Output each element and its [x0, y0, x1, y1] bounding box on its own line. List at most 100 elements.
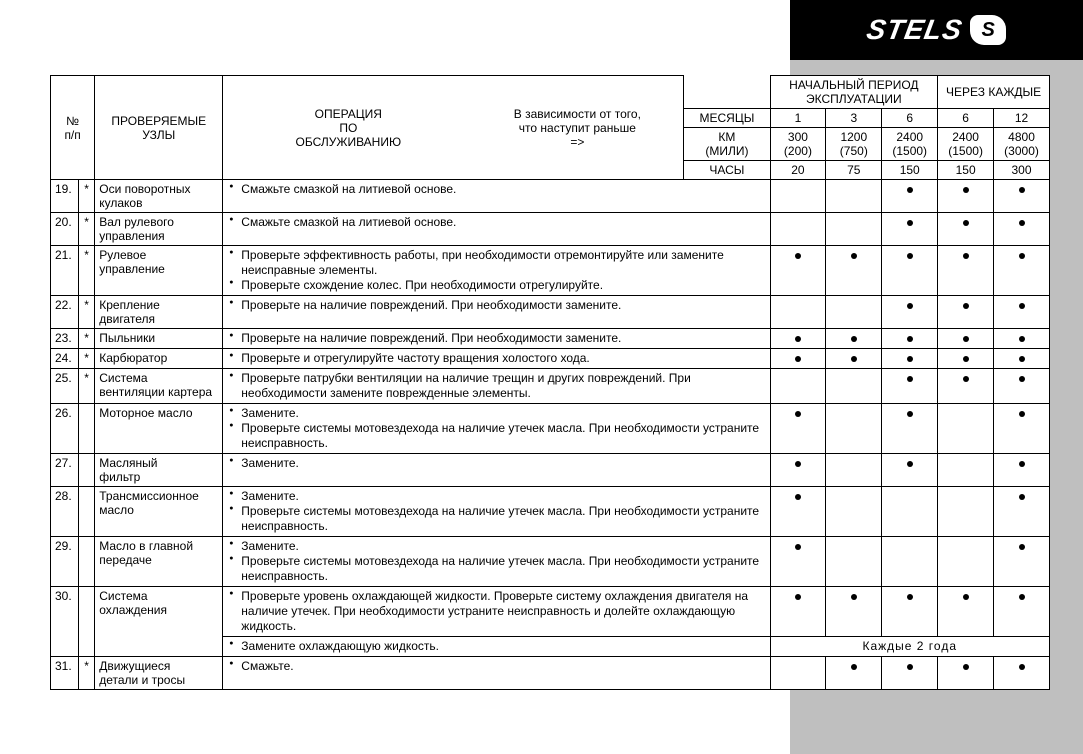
interval-mark	[882, 296, 938, 329]
dot-icon	[963, 664, 969, 670]
row-node: Оси поворотных кулаков	[95, 180, 223, 213]
row-ops: Проверьте на наличие повреждений. При не…	[227, 331, 765, 346]
interval-mark	[994, 587, 1050, 637]
interval-mark	[882, 454, 938, 487]
table-row: 24.*КарбюраторПроверьте и отрегулируйте …	[51, 349, 1050, 369]
dot-icon	[907, 187, 913, 193]
dot-icon	[963, 594, 969, 600]
hdr-km3: 2400 (1500)	[882, 128, 938, 161]
dot-icon	[1019, 494, 1025, 500]
hdr-m3: 3	[826, 109, 882, 128]
hdr-km1: 300 (200)	[770, 128, 826, 161]
row-ops: Замените.Проверьте системы мотовездехода…	[227, 539, 765, 584]
row-num: 26.	[51, 404, 79, 454]
op-item: Проверьте системы мотовездехода на налич…	[227, 554, 765, 584]
row-ops-cell: Смажьте смазкой на литиевой основе.	[223, 213, 770, 246]
interval-mark	[882, 587, 938, 637]
interval-mark	[938, 296, 994, 329]
row-ops: Замените.	[227, 456, 765, 471]
table-row: 25.*Система вентиляции картераПроверьте …	[51, 369, 1050, 404]
row-num: 22.	[51, 296, 79, 329]
interval-mark	[770, 587, 826, 637]
page: STELS S № п/п ПРОВЕРЯЕМЫЕ УЗЛЫ ОПЕРАЦИЯ …	[0, 0, 1083, 754]
row-star	[78, 587, 94, 657]
interval-mark	[770, 369, 826, 404]
hdr-nodes: ПРОВЕРЯЕМЫЕ УЗЛЫ	[95, 76, 223, 180]
row-num: 31.	[51, 657, 79, 690]
table-row: 31.*Движущиеся детали и тросыСмажьте.	[51, 657, 1050, 690]
row-ops-cell: Проверьте на наличие повреждений. При не…	[223, 329, 770, 349]
hdr-h1: 20	[770, 161, 826, 180]
interval-mark	[882, 657, 938, 690]
interval-mark	[994, 213, 1050, 246]
row-node: Система вентиляции картера	[95, 369, 223, 404]
interval-mark	[826, 657, 882, 690]
hdr-km2: 1200 (750)	[826, 128, 882, 161]
hdr-hours-label: ЧАСЫ	[684, 161, 770, 180]
row-star: *	[78, 329, 94, 349]
hdr-every: ЧЕРЕЗ КАЖДЫЕ	[938, 76, 1050, 109]
op-item: Проверьте на наличие повреждений. При не…	[227, 331, 765, 346]
dot-icon	[795, 336, 801, 342]
interval-mark	[938, 180, 994, 213]
dot-icon	[963, 356, 969, 362]
interval-mark	[826, 213, 882, 246]
row-node: Крепление двигателя	[95, 296, 223, 329]
interval-mark	[826, 246, 882, 296]
row-star	[78, 487, 94, 537]
row-node: Система охлаждения	[95, 587, 223, 657]
interval-mark	[994, 349, 1050, 369]
interval-mark	[938, 454, 994, 487]
interval-mark	[938, 404, 994, 454]
interval-mark	[994, 487, 1050, 537]
dot-icon	[1019, 544, 1025, 550]
hdr-months-label: МЕСЯЦЫ	[684, 109, 770, 128]
op-item: Проверьте уровень охлаждающей жидкости. …	[227, 589, 765, 634]
row-ops-cell: Замените.	[223, 454, 770, 487]
maintenance-table-wrap: № п/п ПРОВЕРЯЕМЫЕ УЗЛЫ ОПЕРАЦИЯ ПО ОБСЛУ…	[50, 75, 1050, 690]
dot-icon	[907, 594, 913, 600]
row-node: Моторное масло	[95, 404, 223, 454]
row-ops-cell: Смажьте смазкой на литиевой основе.	[223, 180, 770, 213]
table-row: 19.*Оси поворотных кулаковСмажьте смазко…	[51, 180, 1050, 213]
dot-icon	[795, 253, 801, 259]
interval-mark	[770, 329, 826, 349]
dot-icon	[907, 461, 913, 467]
row-ops-cell: Проверьте уровень охлаждающей жидкости. …	[223, 587, 770, 637]
dot-icon	[795, 356, 801, 362]
row-node: Движущиеся детали и тросы	[95, 657, 223, 690]
row-star: *	[78, 180, 94, 213]
interval-mark	[882, 329, 938, 349]
interval-mark	[882, 369, 938, 404]
dot-icon	[1019, 253, 1025, 259]
interval-mark	[994, 329, 1050, 349]
op-item: Проверьте системы мотовездехода на налич…	[227, 504, 765, 534]
table-row: 26. Моторное маслоЗамените.Проверьте сист…	[51, 404, 1050, 454]
interval-mark	[770, 180, 826, 213]
row-star: *	[78, 296, 94, 329]
row-ops-cell: Замените.Проверьте системы мотовездехода…	[223, 537, 770, 587]
row-ops-cell: Замените.Проверьте системы мотовездехода…	[223, 404, 770, 454]
interval-mark	[994, 404, 1050, 454]
table-row: 27.Масляный фильтрЗамените.	[51, 454, 1050, 487]
row-ops: Замените.Проверьте системы мотовездехода…	[227, 406, 765, 451]
row-num: 20.	[51, 213, 79, 246]
interval-mark	[938, 587, 994, 637]
dot-icon	[907, 336, 913, 342]
table-row: 22.*Крепление двигателяПроверьте на нали…	[51, 296, 1050, 329]
op-item: Проверьте системы мотовездехода на налич…	[227, 421, 765, 451]
row-ops: Проверьте патрубки вентиляции на наличие…	[227, 371, 765, 401]
interval-mark	[938, 213, 994, 246]
interval-mark	[770, 487, 826, 537]
interval-mark	[882, 404, 938, 454]
hdr-km5: 4800 (3000)	[994, 128, 1050, 161]
interval-mark	[826, 329, 882, 349]
interval-mark	[994, 454, 1050, 487]
brand-bar: STELS S	[790, 0, 1083, 60]
op-item: Замените.	[227, 489, 765, 504]
row-star	[78, 454, 94, 487]
hdr-m6a: 6	[882, 109, 938, 128]
interval-mark	[994, 296, 1050, 329]
interval-mark	[770, 296, 826, 329]
row-ops-cell: Проверьте на наличие повреждений. При не…	[223, 296, 770, 329]
